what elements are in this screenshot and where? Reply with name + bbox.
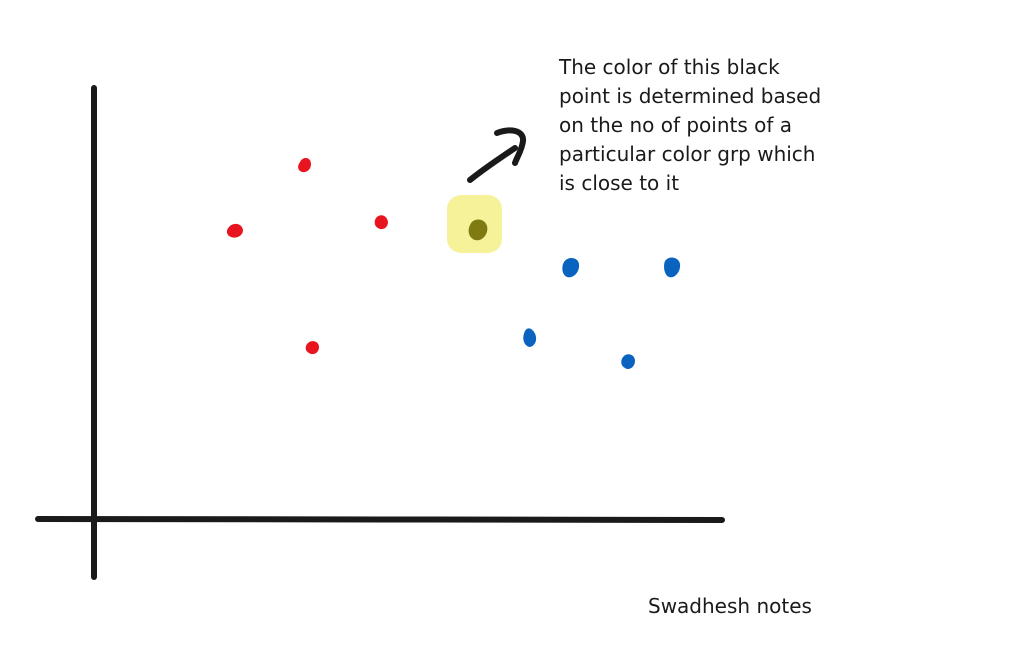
blue-point — [523, 328, 537, 347]
query-point — [468, 219, 488, 241]
red-point — [305, 341, 319, 355]
note-line: The color of this black — [558, 55, 780, 79]
blue-point — [562, 258, 580, 278]
blue-points — [523, 257, 681, 370]
red-points — [226, 158, 388, 355]
note-line: on the no of points of a — [559, 113, 792, 137]
note-line: is close to it — [559, 171, 679, 195]
blue-point — [664, 257, 681, 278]
red-point — [298, 158, 311, 173]
red-point — [226, 223, 243, 238]
note-line: point is determined based — [559, 84, 821, 108]
arrow-head — [494, 127, 526, 166]
axes — [35, 85, 725, 580]
query-point-group — [447, 195, 502, 253]
note-line: particular color grp which — [559, 142, 815, 166]
red-point — [374, 215, 388, 230]
signature-text: Swadhesh notes — [648, 594, 812, 618]
annotation-arrow — [467, 127, 526, 183]
x-axis — [35, 516, 725, 523]
arrow-shaft — [467, 145, 518, 183]
annotation-note: The color of this black point is determi… — [558, 55, 821, 195]
blue-point — [621, 354, 635, 370]
